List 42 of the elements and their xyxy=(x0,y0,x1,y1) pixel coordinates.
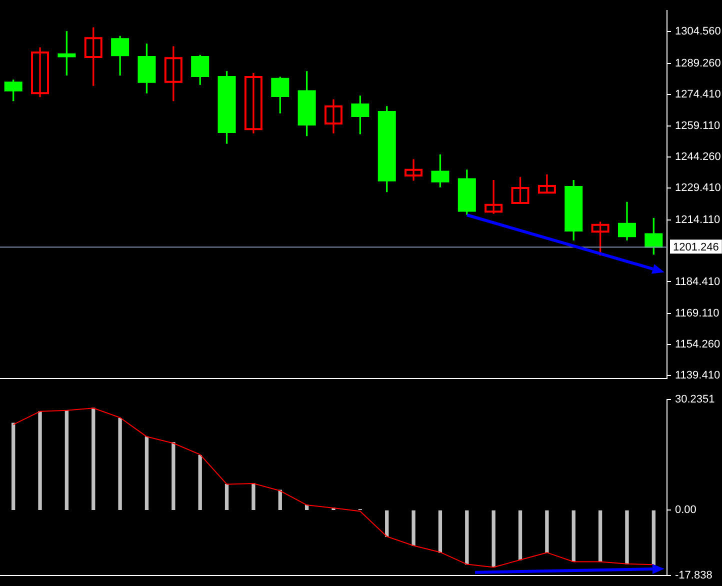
bar xyxy=(278,490,282,510)
y-tick-label: 30.2351 xyxy=(675,394,715,406)
bar xyxy=(64,410,69,510)
bar xyxy=(598,510,602,562)
bar xyxy=(518,510,522,560)
y-tick-label: 1304.560 xyxy=(675,26,721,38)
y-tick-label: 1214.110 xyxy=(675,214,720,226)
candlestick xyxy=(538,174,556,194)
y-tick-label: -17.838 xyxy=(675,569,712,582)
bar xyxy=(438,510,442,553)
y-tick-label: 1229.410 xyxy=(675,182,721,194)
candlestick xyxy=(164,46,182,102)
bar xyxy=(224,484,229,510)
y-tick-label: 0.00 xyxy=(675,504,696,516)
bar xyxy=(545,510,549,553)
bar xyxy=(118,418,122,510)
bar xyxy=(412,510,416,546)
y-tick-label: 1244.260 xyxy=(675,151,721,164)
y-tick-label: 1169.110 xyxy=(675,308,720,320)
y-tick-label: 1259.110 xyxy=(675,120,720,132)
bar xyxy=(92,408,96,510)
bar xyxy=(252,483,256,510)
bar xyxy=(625,510,629,564)
y-tick-label: 1184.410 xyxy=(675,276,720,288)
candlestick xyxy=(244,72,262,134)
bar xyxy=(198,454,202,510)
bar xyxy=(572,510,576,562)
ref-line-label: 1201.246 xyxy=(673,242,719,254)
bar xyxy=(12,422,16,510)
y-tick-label: 1289.260 xyxy=(675,57,721,70)
candlestick xyxy=(324,99,343,134)
candlestick xyxy=(404,159,423,181)
y-tick-label: 1154.260 xyxy=(675,338,720,351)
bar xyxy=(38,411,42,510)
y-tick-label: 1274.410 xyxy=(675,88,721,100)
candlestick xyxy=(31,47,50,98)
bar xyxy=(465,510,469,565)
bar xyxy=(492,510,496,568)
bar xyxy=(172,442,176,510)
bar xyxy=(385,510,389,537)
y-tick-label: 1139.410 xyxy=(675,369,720,382)
bar xyxy=(144,436,149,510)
